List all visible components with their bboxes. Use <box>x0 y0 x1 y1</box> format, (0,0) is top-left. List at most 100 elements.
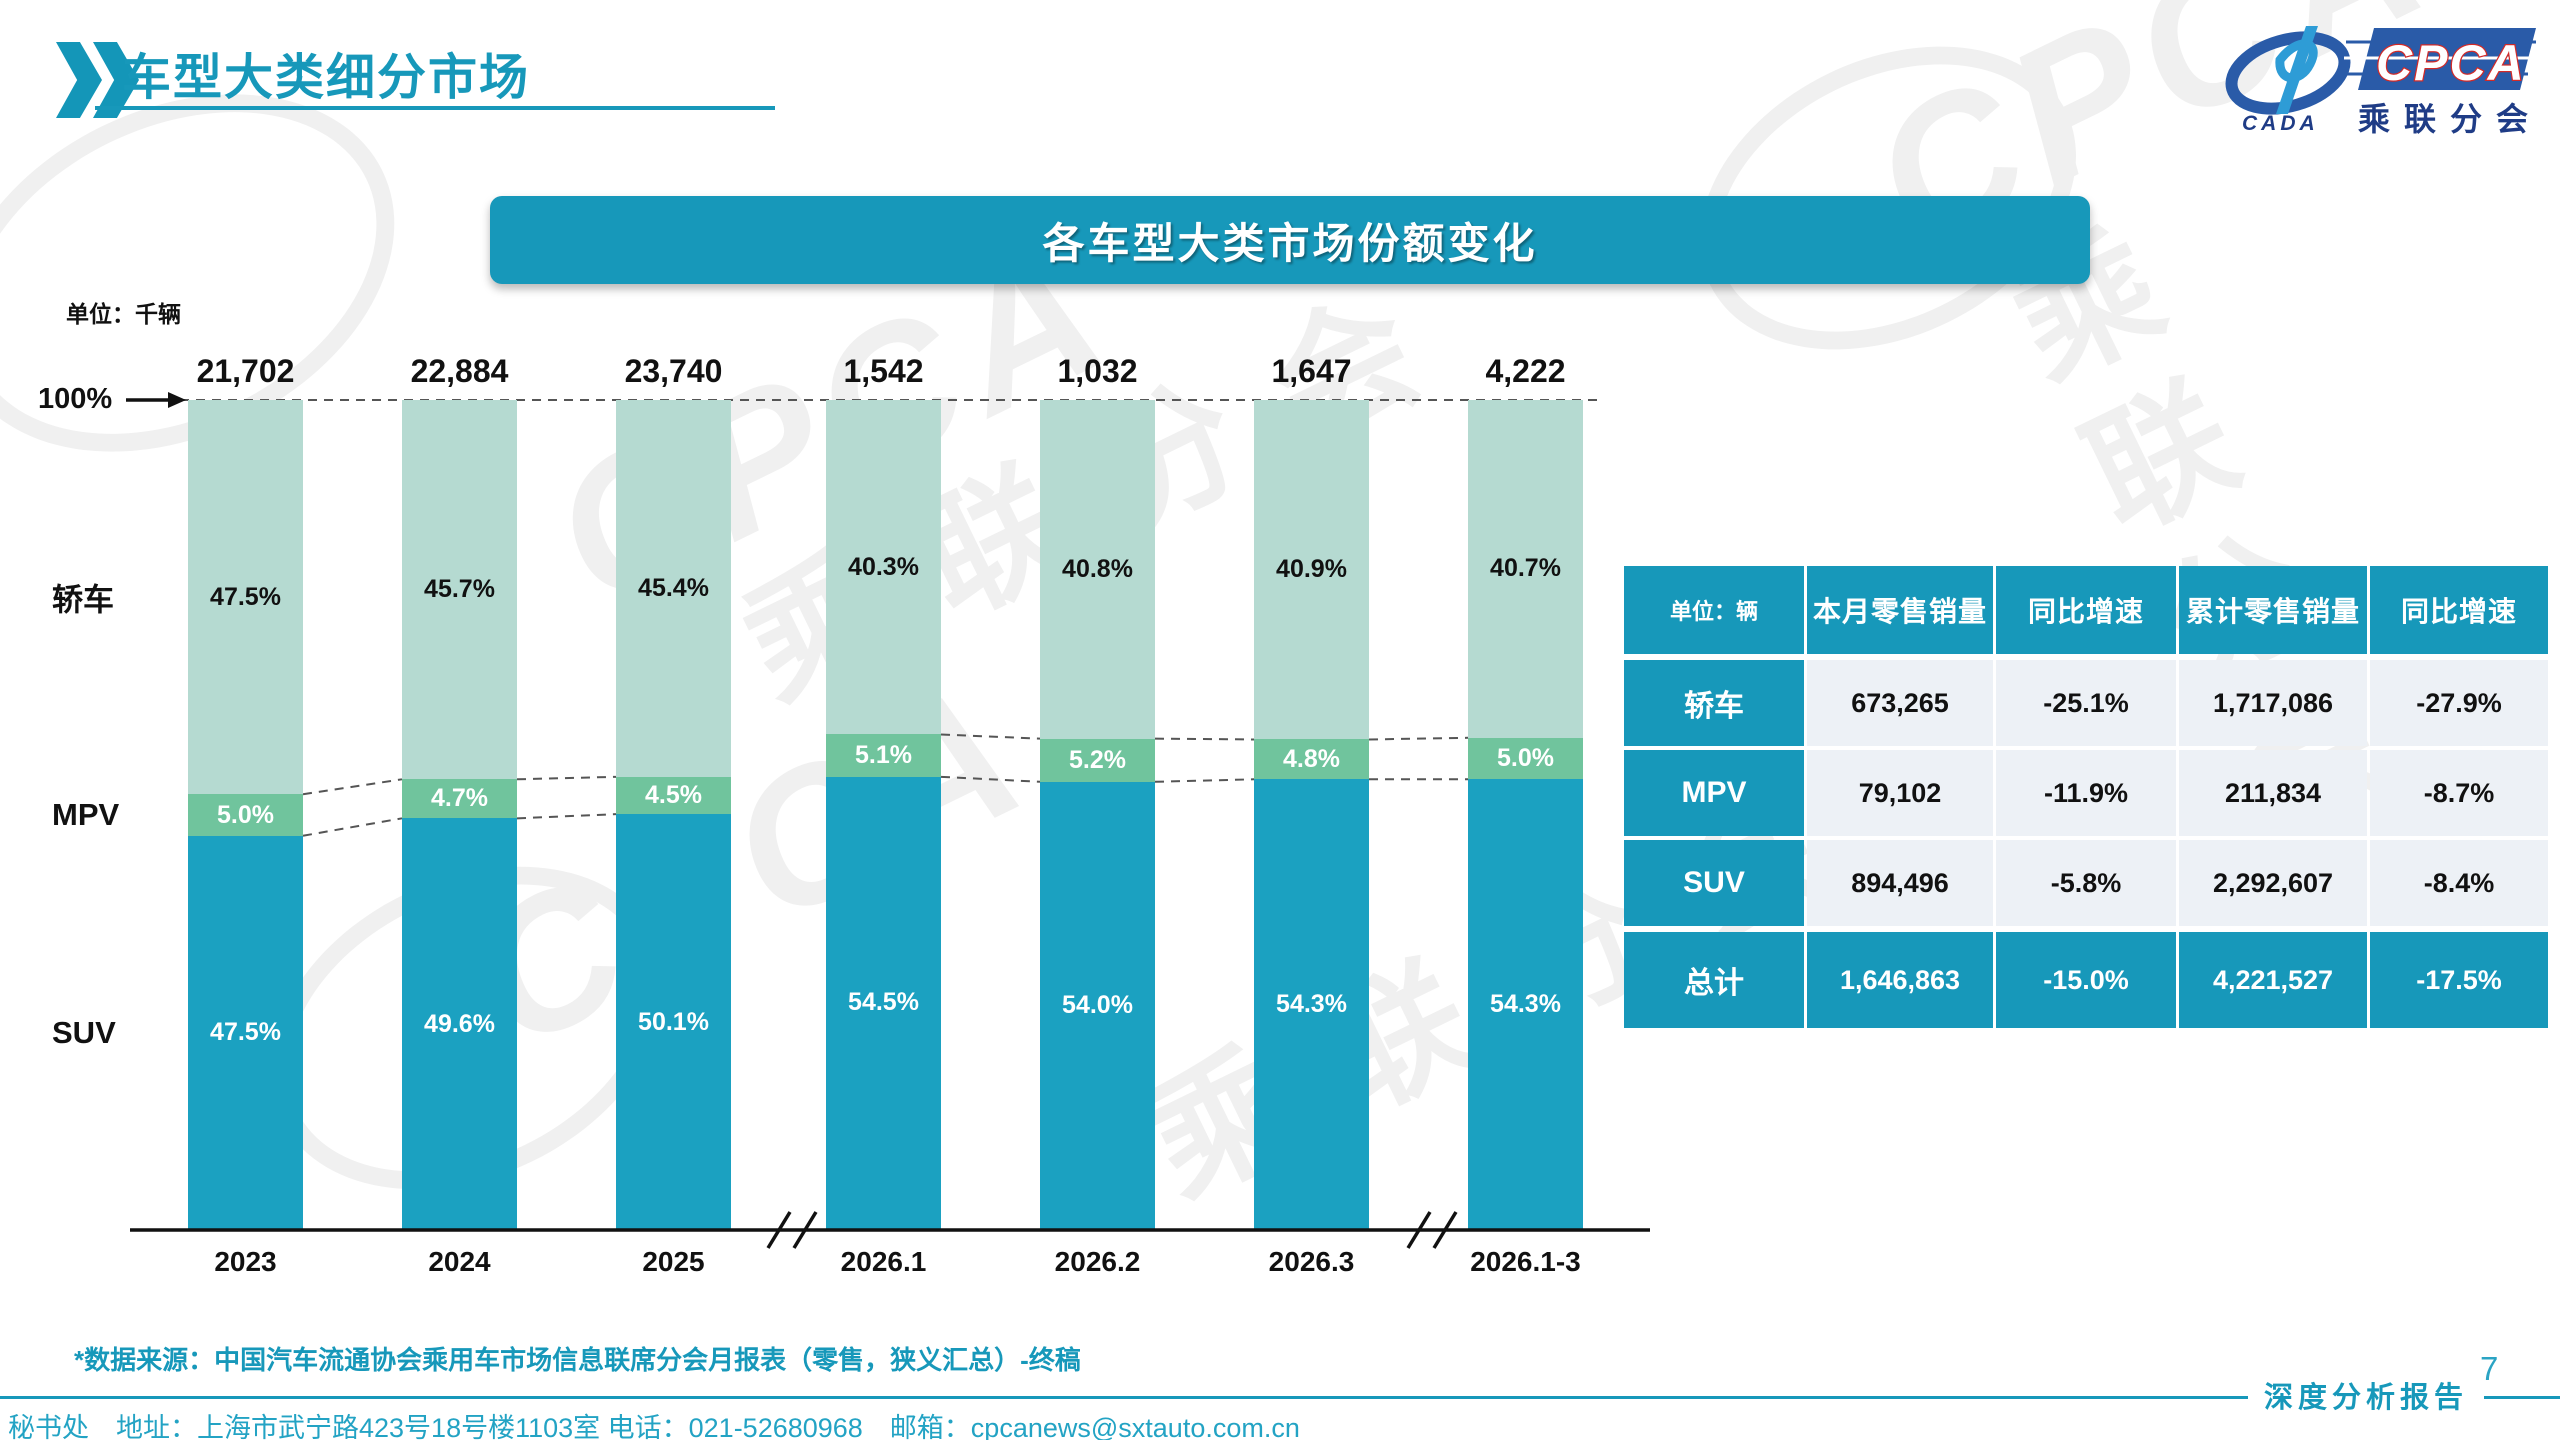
table-column-header: 同比增速 <box>1996 566 2176 654</box>
segment-value-label: 4.5% <box>645 780 702 809</box>
segment-MPV: 5.1% <box>826 734 941 777</box>
summary-table: 单位：辆 本月零售销量 同比增速 累计零售销量 同比增速 轿车 673,265 -25.1% 1… <box>1624 566 2548 1028</box>
segment-value-label: 54.0% <box>1062 991 1133 1020</box>
table-cell: 2,292,607 <box>2179 840 2367 926</box>
segment-MPV: 5.0% <box>188 794 303 836</box>
segment-value-label: 50.1% <box>638 1007 709 1036</box>
segment-SUV: 49.6% <box>402 818 517 1230</box>
x-axis-label: 2023 <box>214 1246 277 1277</box>
table-row-总计: 总计 1,646,863 -15.0% 4,221,527 -17.5% <box>1624 932 2548 1028</box>
segment-value-label: 49.6% <box>424 1009 495 1038</box>
footer-rule <box>0 1396 2560 1399</box>
segment-value-label: 45.7% <box>424 575 495 604</box>
table-row-MPV: MPV 79,102 -11.9% 211,834 -8.7% <box>1624 750 2548 836</box>
bar-total-label: 1,542 <box>843 353 924 389</box>
table-row-SUV: SUV 894,496 -5.8% 2,292,607 -8.4% <box>1624 840 2548 926</box>
segment-SUV: 54.3% <box>1468 779 1583 1230</box>
report-type-label: 深度分析报告 <box>2248 1374 2485 1416</box>
chart-unit-label: 单位：千辆 <box>66 301 181 327</box>
bar-2024: 22,884 45.7% 4.7% 49.6% 2024 <box>402 353 517 1277</box>
bar-2026.3: 1,647 40.9% 4.8% 54.3% 2026.3 <box>1254 353 1369 1277</box>
bar-2026.2: 1,032 40.8% 5.2% 54.0% 2026.2 <box>1040 353 1155 1277</box>
cpca-wordmark: CPCA <box>2376 35 2526 91</box>
segment-value-label: 54.5% <box>848 988 919 1017</box>
bar-total-label: 1,032 <box>1057 353 1138 389</box>
table-cell: 1,646,863 <box>1807 932 1993 1028</box>
table-cell: -8.7% <box>2370 750 2548 836</box>
row-label: 轿车 <box>1624 660 1804 746</box>
bar-2025: 23,740 45.4% 4.5% 50.1% 2025 <box>616 353 731 1277</box>
table-header-row: 单位：辆 本月零售销量 同比增速 累计零售销量 同比增速 <box>1624 566 2548 654</box>
table-cell: -11.9% <box>1996 750 2176 836</box>
segment-轿车: 47.5% <box>188 400 303 795</box>
cpca-box-icon <box>2342 28 2536 90</box>
cpca-logo: CADA CPCA 乘联分会 <box>2218 18 2548 141</box>
table-cell: -5.8% <box>1996 840 2176 926</box>
bar-total-label: 21,702 <box>196 353 295 389</box>
title-underline <box>95 106 775 110</box>
chart-title-banner: 各车型大类市场份额变化 <box>490 196 2090 284</box>
series-label-SUV: SUV <box>52 1014 116 1050</box>
segment-value-label: 4.8% <box>1283 744 1340 773</box>
segment-SUV: 54.3% <box>1254 779 1369 1230</box>
table-unit-header: 单位：辆 <box>1624 566 1804 654</box>
segment-value-label: 54.3% <box>1276 990 1347 1019</box>
table-cell: -17.5% <box>2370 932 2548 1028</box>
segment-轿车: 45.4% <box>616 400 731 777</box>
page-title: 车型大类细分市场 <box>122 51 531 105</box>
segment-value-label: 40.7% <box>1490 554 1561 583</box>
chart-title: 各车型大类市场份额变化 <box>1042 219 1538 267</box>
hundred-percent-label: 100% <box>38 383 113 415</box>
segment-value-label: 47.5% <box>210 1018 281 1047</box>
segment-SUV: 47.5% <box>188 835 303 1230</box>
table-cell: 4,221,527 <box>2179 932 2367 1028</box>
segment-MPV: 5.2% <box>1040 738 1155 782</box>
x-axis-label: 2026.1-3 <box>1470 1246 1581 1277</box>
segment-value-label: 54.3% <box>1490 990 1561 1019</box>
segment-轿车: 40.8% <box>1040 400 1155 739</box>
segment-value-label: 5.1% <box>855 741 912 770</box>
segment-MPV: 4.7% <box>402 779 517 819</box>
table-column-header: 本月零售销量 <box>1807 566 1993 654</box>
table-column-header: 同比增速 <box>2370 566 2548 654</box>
segment-轿车: 40.7% <box>1468 400 1583 738</box>
segment-MPV: 4.5% <box>616 776 731 815</box>
bar-total-label: 4,222 <box>1485 353 1566 389</box>
cpca-subtitle: 乘联分会 <box>2358 101 2542 136</box>
segment-轿车: 45.7% <box>402 400 517 780</box>
table-cell: -15.0% <box>1996 932 2176 1028</box>
segment-MPV: 4.8% <box>1254 739 1369 780</box>
page-number: 7 <box>2480 1350 2499 1387</box>
bar-total-label: 23,740 <box>624 353 723 389</box>
table-cell: -25.1% <box>1996 660 2176 746</box>
contact-line: 秘书处 地址：上海市武宁路423号18号楼1103室 电话：021-526809… <box>8 1413 1300 1440</box>
row-label: SUV <box>1624 840 1804 926</box>
segment-value-label: 47.5% <box>210 582 281 611</box>
bar-2026.1-3: 4,222 40.7% 5.0% 54.3% 2026.1-3 <box>1468 353 1583 1277</box>
bar-total-label: 1,647 <box>1271 353 1352 389</box>
x-axis-label: 2026.2 <box>1054 1246 1141 1277</box>
table-cell: -27.9% <box>2370 660 2548 746</box>
table-row-轿车: 轿车 673,265 -25.1% 1,717,086 -27.9% <box>1624 660 2548 746</box>
table-cell: 211,834 <box>2179 750 2367 836</box>
cada-wordmark: CADA <box>2242 112 2319 135</box>
bar-2023: 21,702 47.5% 5.0% 47.5% 2023 <box>188 353 303 1277</box>
segment-SUV: 54.0% <box>1040 781 1155 1230</box>
table-cell: 1,717,086 <box>2179 660 2367 746</box>
row-label: 总计 <box>1624 932 1804 1028</box>
segment-MPV: 5.0% <box>1468 737 1583 780</box>
bar-total-label: 22,884 <box>410 353 509 389</box>
series-label-MPV: MPV <box>52 797 120 832</box>
row-label: MPV <box>1624 750 1804 836</box>
segment-SUV: 50.1% <box>616 814 731 1230</box>
x-axis-label: 2024 <box>428 1246 491 1277</box>
segment-SUV: 54.5% <box>826 776 941 1230</box>
x-axis-label: 2025 <box>642 1246 705 1277</box>
segment-value-label: 40.8% <box>1062 554 1133 583</box>
segment-value-label: 40.3% <box>848 552 919 581</box>
table-cell: 673,265 <box>1807 660 1993 746</box>
data-source-note: *数据来源：中国汽车流通协会乘用车市场信息联席分会月报表（零售，狭义汇总）-终稿 <box>74 1345 1081 1375</box>
segment-value-label: 40.9% <box>1276 555 1347 584</box>
table-cell: 79,102 <box>1807 750 1993 836</box>
